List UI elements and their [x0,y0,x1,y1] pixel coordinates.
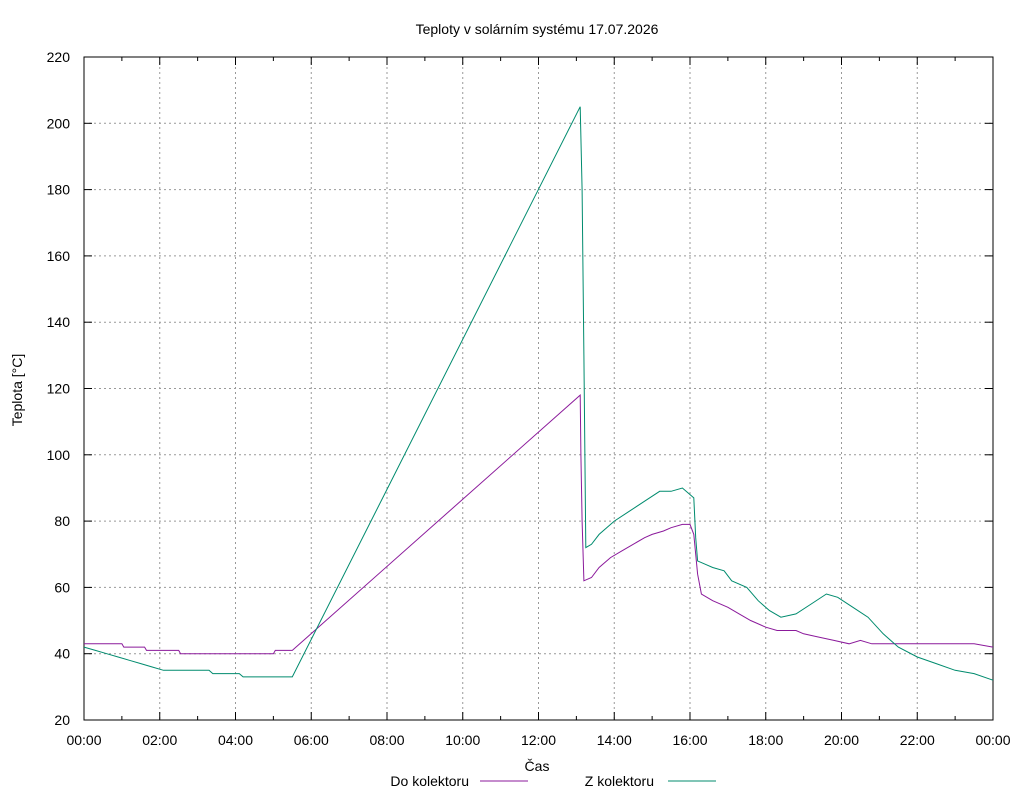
y-tick-label: 180 [47,182,71,198]
series-group [83,106,994,681]
x-tick-label: 02:00 [142,732,177,748]
x-tick-label: 00:00 [975,732,1010,748]
legend: Do kolektoru Z kolektoru [390,773,716,789]
y-tick-label: 20 [54,712,70,728]
y-tick-label: 100 [47,447,71,463]
plot-border [83,56,994,721]
series-line-2 [83,106,994,681]
y-tick-label: 40 [54,646,70,662]
y-tick-label: 60 [54,579,70,595]
y-axis-label: Teplota [°C] [9,354,25,427]
x-axis-label: Čas [525,758,550,774]
x-tick-label: 08:00 [369,732,404,748]
x-tick-label: 00:00 [66,732,101,748]
legend-label-2: Z kolektoru [585,773,654,789]
y-tick-label: 120 [47,381,71,397]
x-tick-label: 18:00 [748,732,783,748]
y-tick-label: 220 [47,49,71,65]
y-tick-label: 160 [47,248,71,264]
x-tick-label: 10:00 [445,732,480,748]
axes: 20 40 60 80 100 120 140 160 180 200 220 00:00 02:00 0… [47,49,1011,748]
x-tick-label: 14:00 [597,732,632,748]
y-tick-label: 140 [47,314,71,330]
grid-lines [84,57,993,720]
y-tick-label: 200 [47,115,71,131]
x-tick-label: 06:00 [294,732,329,748]
x-tick-label: 20:00 [824,732,859,748]
x-tick-label: 22:00 [900,732,935,748]
y-tick-label: 80 [54,513,70,529]
series-line-1 [84,393,994,655]
x-tick-label: 12:00 [521,732,556,748]
x-tick-label: 16:00 [672,732,707,748]
x-tick-label: 04:00 [218,732,253,748]
chart-title: Teploty v solárním systému 17.07.2026 [416,21,659,37]
legend-label-1: Do kolektoru [390,773,469,789]
